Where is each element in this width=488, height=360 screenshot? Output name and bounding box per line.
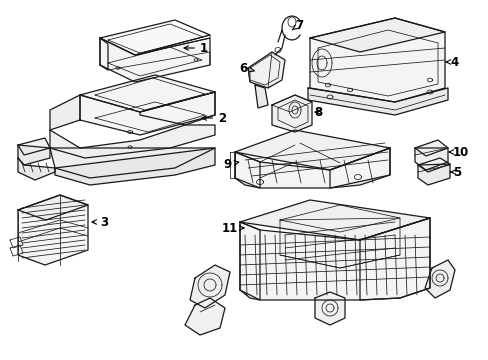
Polygon shape bbox=[414, 148, 447, 170]
Polygon shape bbox=[18, 158, 55, 180]
Polygon shape bbox=[80, 75, 215, 112]
Text: 3: 3 bbox=[92, 216, 108, 229]
Polygon shape bbox=[100, 20, 209, 55]
Text: 4: 4 bbox=[446, 55, 457, 68]
Text: 6: 6 bbox=[239, 62, 254, 75]
Polygon shape bbox=[314, 292, 345, 325]
Polygon shape bbox=[240, 222, 260, 300]
Polygon shape bbox=[18, 145, 50, 165]
Text: 1: 1 bbox=[183, 41, 208, 54]
Polygon shape bbox=[50, 95, 80, 130]
Polygon shape bbox=[414, 140, 447, 156]
Polygon shape bbox=[254, 85, 267, 108]
Text: 9: 9 bbox=[224, 158, 238, 171]
Polygon shape bbox=[235, 130, 389, 170]
Polygon shape bbox=[55, 148, 215, 185]
Text: 2: 2 bbox=[202, 112, 225, 125]
Polygon shape bbox=[240, 200, 429, 240]
Polygon shape bbox=[184, 298, 224, 335]
Text: 7: 7 bbox=[292, 18, 303, 32]
Text: 8: 8 bbox=[313, 105, 322, 118]
Polygon shape bbox=[307, 88, 447, 115]
Polygon shape bbox=[309, 18, 444, 52]
Polygon shape bbox=[247, 52, 285, 88]
Text: 5: 5 bbox=[449, 166, 460, 179]
Polygon shape bbox=[309, 18, 444, 102]
Polygon shape bbox=[417, 158, 449, 172]
Polygon shape bbox=[240, 218, 429, 300]
Polygon shape bbox=[140, 92, 215, 125]
Polygon shape bbox=[417, 164, 449, 185]
Polygon shape bbox=[359, 218, 429, 300]
Polygon shape bbox=[80, 92, 215, 135]
Polygon shape bbox=[18, 138, 50, 155]
Text: 11: 11 bbox=[221, 221, 244, 234]
Polygon shape bbox=[50, 148, 215, 178]
Polygon shape bbox=[271, 95, 311, 132]
Polygon shape bbox=[100, 38, 209, 82]
Polygon shape bbox=[329, 148, 389, 188]
Polygon shape bbox=[190, 265, 229, 308]
Polygon shape bbox=[100, 38, 108, 70]
Polygon shape bbox=[235, 152, 260, 188]
Polygon shape bbox=[18, 195, 88, 265]
Polygon shape bbox=[235, 148, 389, 188]
Polygon shape bbox=[50, 125, 215, 158]
Polygon shape bbox=[424, 260, 454, 298]
Polygon shape bbox=[18, 195, 88, 220]
Text: 10: 10 bbox=[448, 145, 468, 158]
